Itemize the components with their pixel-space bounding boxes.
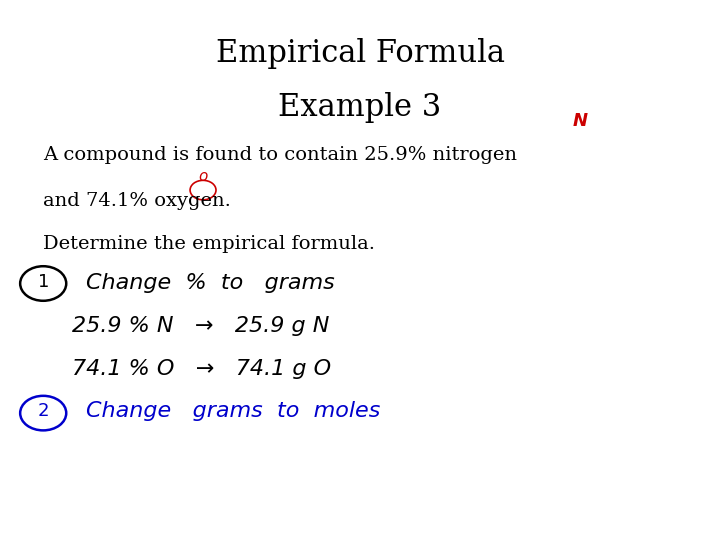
Text: N: N <box>572 112 588 130</box>
Text: Determine the empirical formula.: Determine the empirical formula. <box>43 235 375 253</box>
Text: 2: 2 <box>37 402 49 421</box>
Text: A compound is found to contain 25.9% nitrogen: A compound is found to contain 25.9% nit… <box>43 146 517 164</box>
Text: Example 3: Example 3 <box>279 92 441 123</box>
Text: o: o <box>198 168 207 184</box>
Text: and 74.1% oxygen.: and 74.1% oxygen. <box>43 192 231 210</box>
Text: 25.9 % N   →   25.9 g N: 25.9 % N → 25.9 g N <box>72 316 329 336</box>
Text: 74.1 % O   →   74.1 g O: 74.1 % O → 74.1 g O <box>72 359 331 379</box>
Text: Empirical Formula: Empirical Formula <box>215 38 505 69</box>
Text: Change   grams  to  moles: Change grams to moles <box>86 401 381 421</box>
Text: 1: 1 <box>37 273 49 291</box>
Text: Change  %  to   grams: Change % to grams <box>86 273 335 293</box>
